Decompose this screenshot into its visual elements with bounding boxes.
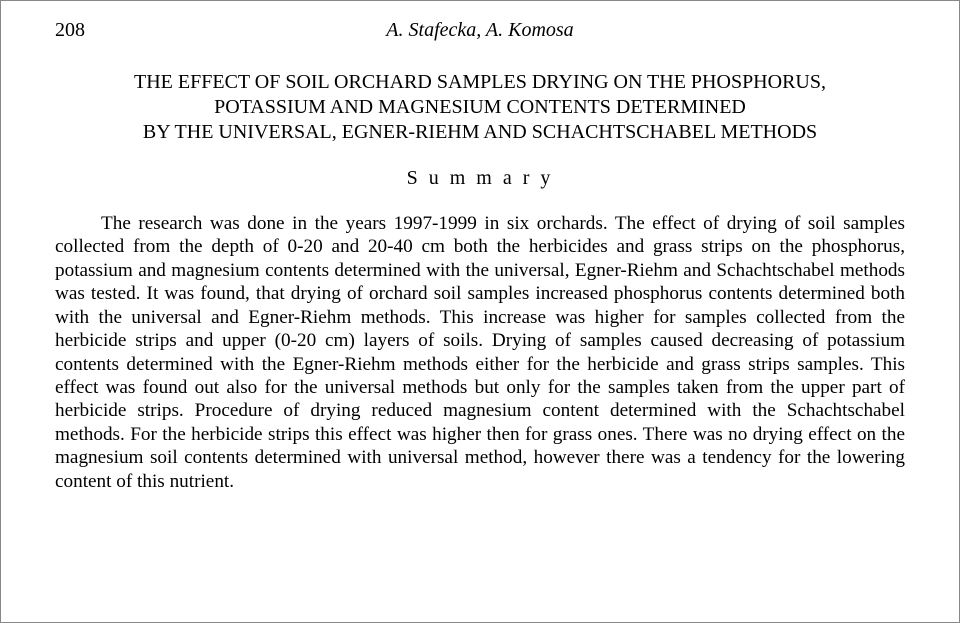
summary-heading: S u m m a r y bbox=[55, 167, 905, 190]
summary-body: The research was done in the years 1997-… bbox=[55, 212, 905, 493]
authors: A. Stafecka, A. Komosa bbox=[85, 19, 875, 42]
title-line-1: THE EFFECT OF SOIL ORCHARD SAMPLES DRYIN… bbox=[75, 70, 885, 95]
page-number: 208 bbox=[55, 19, 85, 42]
article-title: THE EFFECT OF SOIL ORCHARD SAMPLES DRYIN… bbox=[75, 70, 885, 145]
title-line-2: POTASSIUM AND MAGNESIUM CONTENTS DETERMI… bbox=[75, 95, 885, 120]
page-container: 208 A. Stafecka, A. Komosa 208 THE EFFEC… bbox=[0, 0, 960, 623]
page-header: 208 A. Stafecka, A. Komosa 208 bbox=[55, 19, 905, 42]
title-line-3: BY THE UNIVERSAL, EGNER-RIEHM AND SCHACH… bbox=[75, 120, 885, 145]
